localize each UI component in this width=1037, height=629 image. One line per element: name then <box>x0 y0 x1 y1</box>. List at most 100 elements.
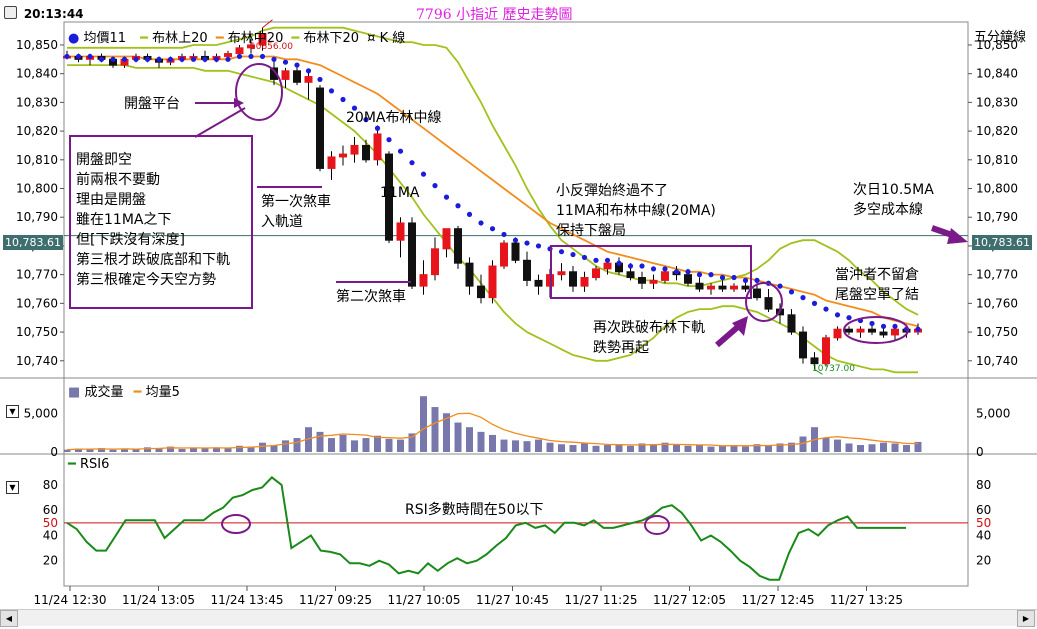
candle-body <box>787 314 796 333</box>
low-marker-line <box>814 368 823 375</box>
ma11-dot <box>719 274 726 281</box>
volume-panel-toggle-button[interactable]: ▼ <box>6 405 19 418</box>
volume-tick-label-right: 0 <box>976 445 984 459</box>
ma11-dot <box>800 295 806 301</box>
volume-bar <box>776 443 784 452</box>
ma11-dot <box>869 320 875 327</box>
volume-bar <box>500 439 508 452</box>
volume-bar <box>650 445 657 452</box>
annotation-first-brake: 第一次煞車 入軌道 <box>261 194 331 230</box>
ma11-dot <box>110 56 116 62</box>
volume-bar <box>857 445 864 452</box>
ma11-dot <box>650 266 657 272</box>
header-bar: 20:13:44 <box>4 6 84 21</box>
volume-bar <box>282 440 289 452</box>
candle-body <box>661 271 669 281</box>
volume-bar <box>167 446 174 452</box>
candle-body <box>741 285 750 290</box>
price-tick-label-left: 10,850 <box>16 38 58 52</box>
line-icon: ━ <box>215 31 224 46</box>
volume-bar <box>109 449 117 452</box>
candle-body <box>281 70 290 80</box>
candle-body <box>511 242 520 261</box>
price-tick-label-left: 10,760 <box>16 296 58 310</box>
ma11-dot <box>386 137 392 143</box>
legend-volume[interactable]: ■ 成交量 <box>68 385 124 400</box>
volume-bar <box>627 445 634 452</box>
ma11-dot <box>167 56 174 62</box>
price-tick-label-right: 10,850 <box>976 38 1018 52</box>
rsi-tick-label-left: 60 <box>43 503 58 517</box>
volume-bar <box>730 445 738 452</box>
volume-bar <box>293 438 301 452</box>
ma11-dot <box>639 263 645 269</box>
volume-bar <box>121 448 128 452</box>
ma11-dot <box>742 277 749 283</box>
volume-bar <box>834 439 841 452</box>
ma11-dot <box>673 269 680 275</box>
price-tick-label-right: 10,770 <box>976 268 1018 282</box>
candle-body <box>569 271 577 287</box>
legend-ma11[interactable]: ● 均價11 <box>68 31 127 46</box>
scroll-right-button[interactable]: ▶ <box>1017 610 1035 627</box>
ma11-dot <box>432 183 438 189</box>
legend-volma[interactable]: ━ 均量5 <box>133 385 180 400</box>
candle-body <box>730 285 738 290</box>
volume-bar <box>477 431 485 452</box>
candle-body <box>603 262 612 270</box>
rsi-tick-label-right: 40 <box>976 528 991 542</box>
candle-body <box>638 277 646 284</box>
candle-body <box>534 279 543 287</box>
annotation-explain: 開盤即空 前兩根不要動 理由是開盤 雖在11MA之下 但[下跌沒有深度] 第三根… <box>76 152 230 288</box>
horizontal-scrollbar[interactable]: ◀ ▶ <box>0 609 1037 627</box>
volume-bar <box>684 445 692 452</box>
annotation-ma11: 11MA <box>380 185 420 201</box>
ma11-dot <box>662 266 668 272</box>
ma11-dot <box>420 171 427 177</box>
volume-bar <box>454 422 462 452</box>
ma11-dot <box>535 243 542 249</box>
volume-bar <box>86 449 94 452</box>
time-tick-label: 11/27 12:05 <box>653 593 726 607</box>
rsi-panel-toggle-button[interactable]: ▼ <box>6 481 19 494</box>
scroll-left-button[interactable]: ◀ <box>0 610 18 627</box>
high-marker-label: 10856.00 <box>250 42 293 52</box>
ma11-dot <box>616 260 622 266</box>
volume-bar <box>799 436 807 452</box>
ma11-dot <box>558 249 565 255</box>
price-tick-label-left: 10,830 <box>16 95 58 109</box>
volume-tick-label-left: 0 <box>50 445 58 459</box>
candle-body <box>396 222 405 241</box>
clock-icon <box>4 6 17 19</box>
price-tick-label-right: 10,760 <box>976 296 1018 310</box>
annotation-break-again: 再次跌破布林下軌 跌勢再起 <box>593 320 705 356</box>
volume-bar <box>615 444 623 452</box>
legend-lower[interactable]: ━ 布林下20 <box>291 31 359 46</box>
volume-ma5-line <box>66 412 918 451</box>
highlight-ellipse <box>745 282 783 322</box>
axis-labels: 10,740 10,740 10,750 10,750 10,760 10,760 10,7… <box>16 19 1018 607</box>
ma11-dot <box>478 220 484 226</box>
ma11-dot <box>190 56 197 62</box>
price-tick-label-right: 10,740 <box>976 354 1018 368</box>
candle-body <box>891 328 899 336</box>
highlight-box <box>69 135 253 309</box>
line-icon: ━ <box>68 457 76 472</box>
highlight-ellipse <box>221 514 251 534</box>
highlight-ellipse <box>644 515 670 535</box>
volume-bar <box>558 444 565 452</box>
legend-upper[interactable]: ━ 布林上20 <box>140 31 208 46</box>
legend-mid[interactable]: ━ 布林中20 <box>215 31 284 46</box>
volume-bar <box>581 443 588 452</box>
legend-kline[interactable]: ¤ K 線 <box>367 31 406 46</box>
time-tick-label: 11/27 09:25 <box>299 593 372 607</box>
volume-bar <box>362 438 370 452</box>
volume-bar <box>213 447 220 452</box>
line-icon: ━ <box>140 31 148 46</box>
candle-body <box>718 285 727 290</box>
candle-body <box>833 328 842 339</box>
volume-bar <box>742 446 749 452</box>
candle-body <box>799 331 807 359</box>
legend-rsi[interactable]: ━ RSI6 <box>68 457 110 472</box>
